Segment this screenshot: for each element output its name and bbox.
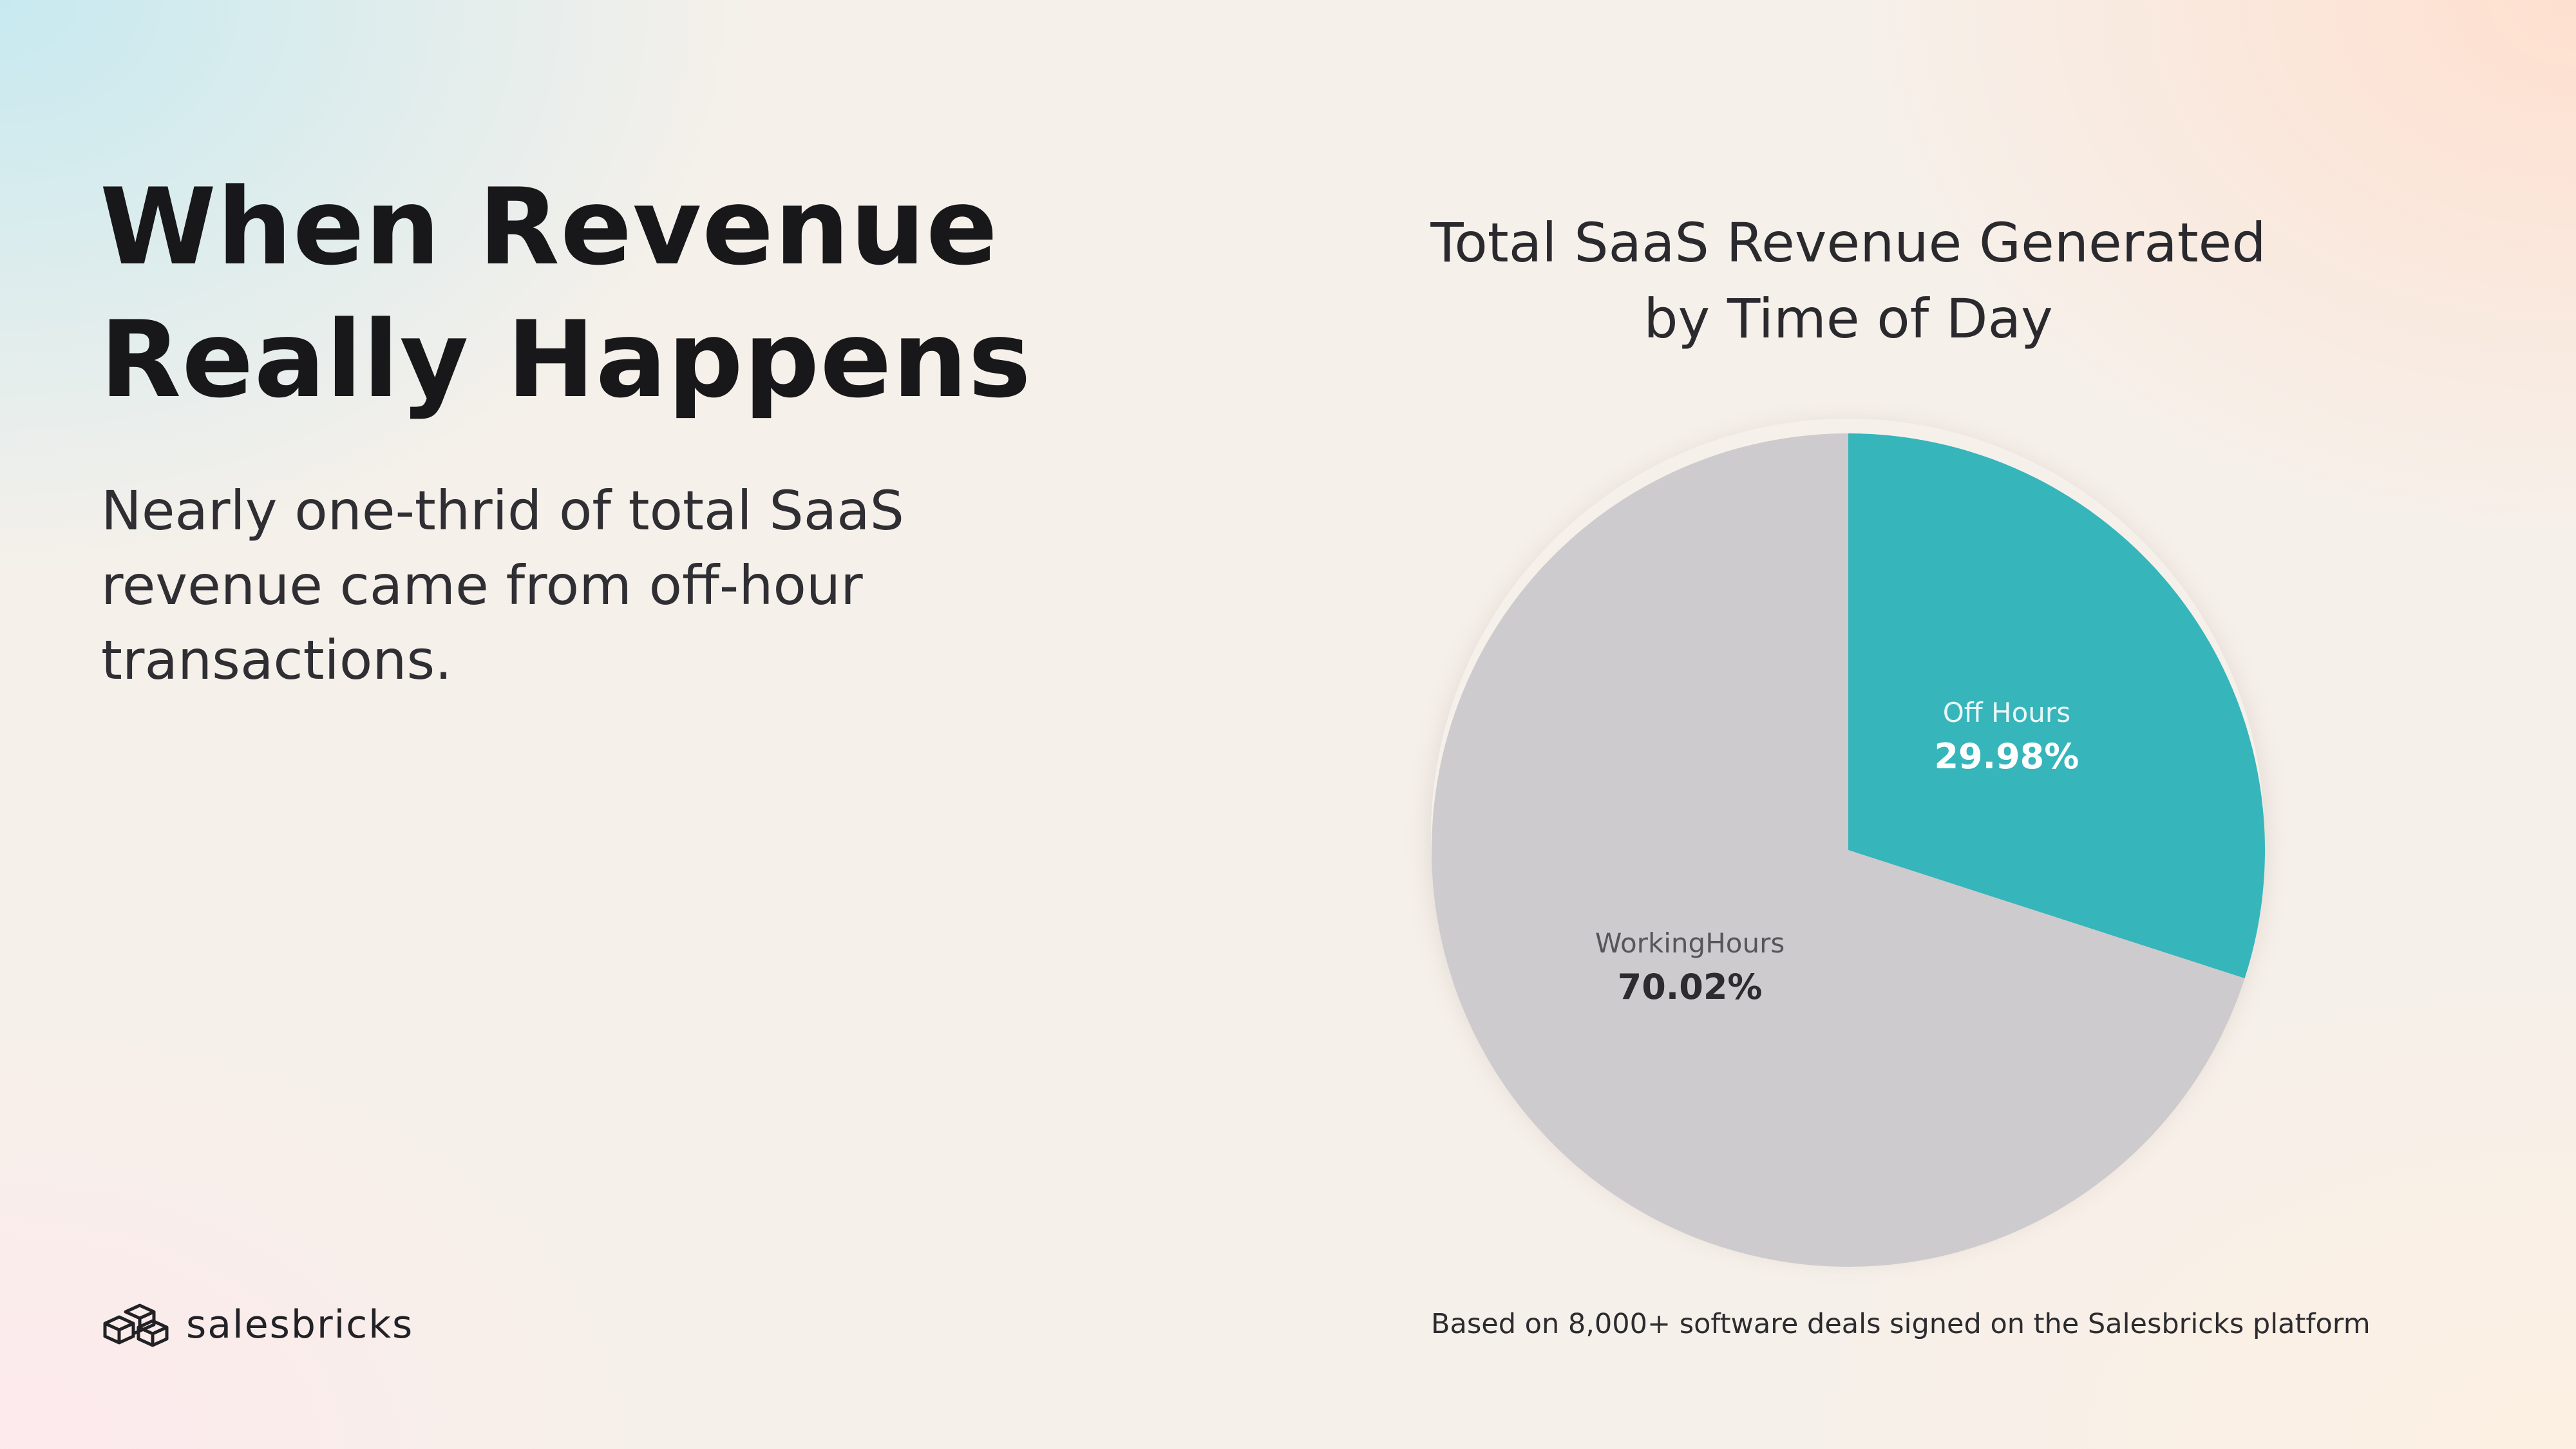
chart-title: Total SaaS Revenue Generated by Time of … bbox=[1320, 205, 2376, 357]
footnote: Based on 8,000+ software deals signed on… bbox=[1431, 1308, 2371, 1340]
slice-value-off-hours: 29.98% bbox=[1934, 736, 2079, 777]
slice-value-workinghours: 70.02% bbox=[1618, 967, 1763, 1007]
headline-line-2: Really Happens bbox=[100, 298, 1032, 421]
bricks-logo-icon bbox=[103, 1303, 169, 1347]
pie-slice-workinghours bbox=[1431, 433, 2245, 1267]
headline-line-1: When Revenue bbox=[100, 166, 999, 289]
chart-title-line-2: by Time of Day bbox=[1643, 287, 2053, 350]
chart-title-line-1: Total SaaS Revenue Generated bbox=[1430, 211, 2266, 274]
headline: When Revenue Really Happens bbox=[100, 161, 1195, 426]
slice-label-workinghours: WorkingHours bbox=[1595, 927, 1785, 959]
subtext: Nearly one-thrid of total SaaS revenue c… bbox=[101, 479, 904, 692]
pie-chart: Off Hours 29.98% WorkingHours 70.02% bbox=[1431, 433, 2265, 1267]
brand: salesbricks bbox=[100, 1296, 413, 1354]
brand-name: salesbricks bbox=[186, 1302, 414, 1347]
slice-label-off-hours: Off Hours bbox=[1943, 697, 2070, 728]
pie-slice-off-hours bbox=[1848, 433, 2265, 979]
